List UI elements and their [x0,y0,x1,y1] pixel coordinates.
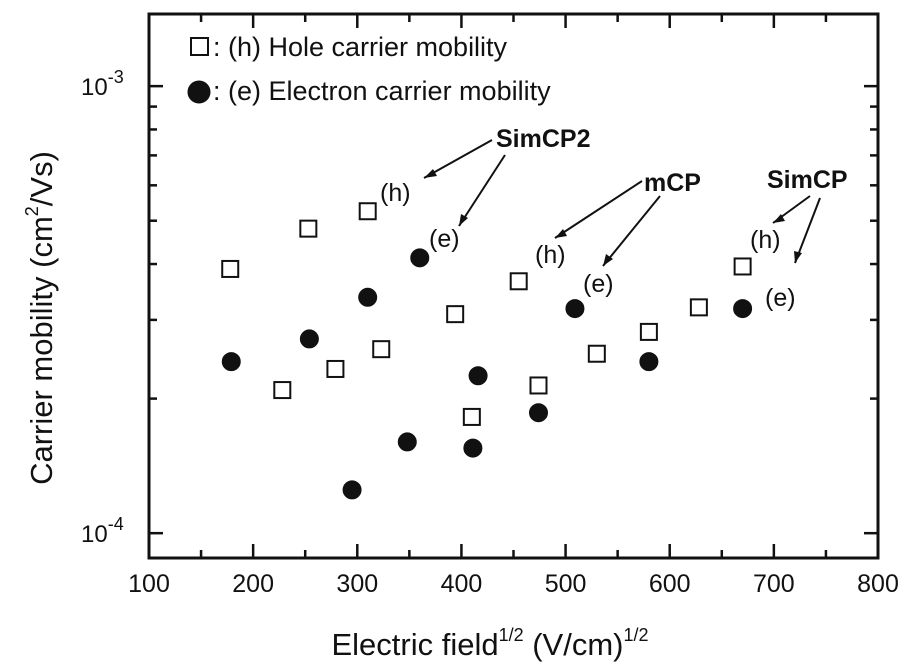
electron-mobility-point [221,352,241,372]
legend-open-square-marker [190,37,209,56]
annotation-simcp-e: (e) [765,284,796,312]
annotation-mcp: mCP [644,169,701,197]
electron-mobility-point [528,403,548,423]
hole-mobility-point [299,219,318,238]
arrow-simcp2-e [458,154,506,227]
hole-mobility-point [509,272,528,291]
x-tick-label: 300 [336,570,378,598]
axis-tick-labels: 100 200 300 400 500 600 700 800 [128,570,899,598]
x-tick-label: 200 [232,570,274,598]
x-tick-label: 100 [128,570,170,598]
y-axis-title: Carrier mobility (cm2/Vs) [22,151,59,485]
x-tick-label: 400 [441,570,483,598]
legend-entry-hole: : (h) Hole carrier mobility [213,32,508,62]
legend-entry-electron: : (e) Electron carrier mobility [213,76,551,106]
electron-mobility-point [463,438,483,458]
arrow-mcp-e [602,195,661,267]
electron-mobility-point [410,248,430,268]
electron-mobility-point [358,287,378,307]
annotation-simcp: SimCP [767,166,848,194]
arrowhead-simcp2-h [424,169,437,178]
arrowhead-mcp-e [603,254,613,266]
hole-mobility-point [587,344,606,363]
electron-mobility-point [733,299,753,319]
electron-mobility-point [299,329,319,349]
x-tick-label: 600 [649,570,691,598]
arrowhead-mcp-h [555,229,567,238]
arrow-simcp-e [794,197,821,264]
hole-mobility-point [358,202,377,221]
annotation-simcp2-e: (e) [429,225,460,253]
electron-mobility-point [342,480,362,500]
arrowhead-simcp-h [773,214,785,223]
arrow-mcp-h [554,180,643,239]
hole-mobility-point [689,298,708,317]
annotation-simcp-h: (h) [750,226,781,254]
hole-mobility-point [529,376,548,395]
hole-mobility-point [639,322,658,341]
y-tick-label: 10-3 [81,67,124,101]
arrow-simcp2-h [423,139,493,179]
hole-mobility-point [326,359,345,378]
arrowhead-simcp2-e [459,214,468,226]
hole-mobility-point [733,257,752,276]
x-tick-label: 800 [857,570,899,598]
annotation-simcp2-h: (h) [380,179,411,207]
hole-mobility-point [221,259,240,278]
annotation-simcp2: SimCP2 [496,125,590,153]
annotations: SimCP2 (h) (e) mCP (h) (e) SimCP (h) (e) [380,125,848,312]
electron-mobility-point [397,432,417,452]
y-tick-label: 10-4 [81,514,124,548]
x-axis-title: Electric field1/2 (V/cm)1/2 [331,625,648,662]
legend-filled-circle-marker [187,80,211,104]
x-tick-label: 700 [753,570,795,598]
annotation-mcp-e: (e) [583,270,614,298]
hole-mobility-point [446,305,465,324]
hole-mobility-point [372,340,391,359]
arrowhead-simcp-e [794,251,802,263]
electron-mobility-point [639,352,659,372]
annotation-mcp-h: (h) [535,241,566,269]
legend: : (h) Hole carrier mobility : (e) Electr… [187,32,551,106]
data-points [221,202,753,500]
electron-mobility-point [468,366,488,386]
plot-frame [147,12,880,560]
electron-mobility-point [565,299,585,319]
hole-mobility-point [273,381,292,400]
hole-mobility-point [462,407,481,426]
x-tick-label: 500 [545,570,587,598]
